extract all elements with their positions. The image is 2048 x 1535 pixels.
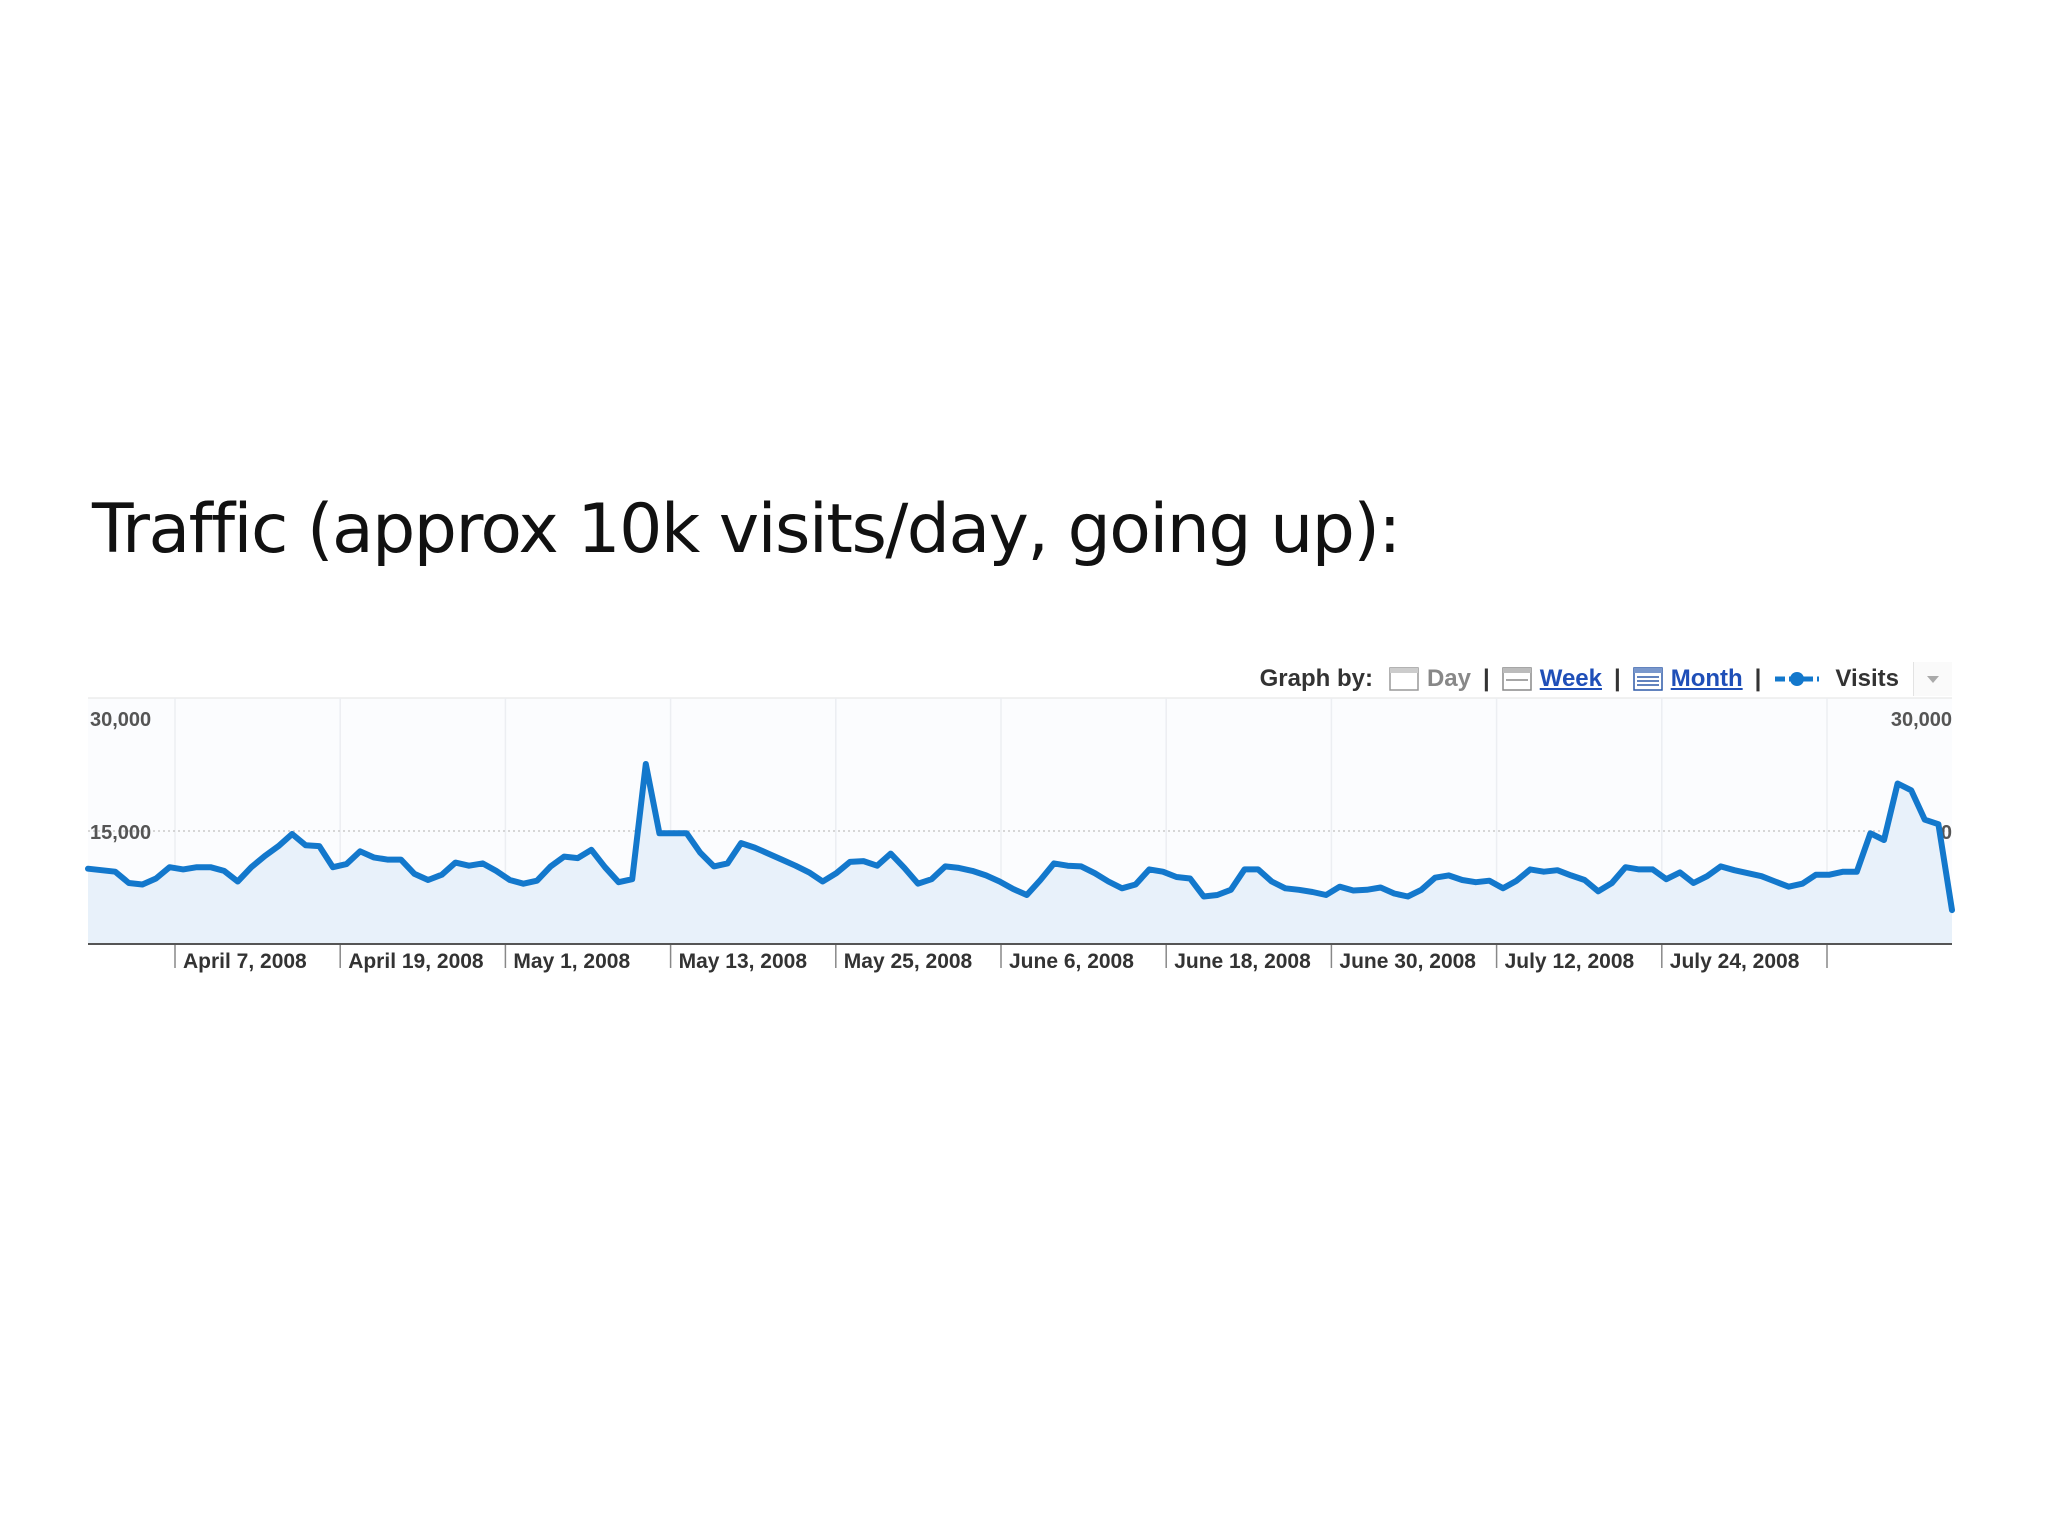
graph-by-month-option[interactable]: Month — [1632, 665, 1743, 693]
x-tick-label: July 12, 2008 — [1505, 950, 1635, 973]
calendar-week-icon — [1501, 667, 1532, 691]
separator: | — [1613, 665, 1621, 692]
separator: | — [1754, 665, 1762, 692]
y-tick-label-right: 30,000 — [1891, 709, 1952, 731]
x-tick-label: June 30, 2008 — [1339, 950, 1476, 973]
graph-by-week-option[interactable]: Week — [1501, 665, 1602, 693]
graph-by-day-option[interactable]: Day — [1389, 665, 1471, 693]
visits-area — [88, 764, 1952, 944]
graph-toolbar: Graph by: Day | Week | Month | Visits — [1260, 662, 1952, 696]
x-tick-label: April 19, 2008 — [348, 950, 484, 973]
x-tick-label: June 18, 2008 — [1174, 950, 1311, 973]
x-tick-label: May 13, 2008 — [679, 950, 808, 973]
visits-legend-swatch-icon — [1775, 672, 1820, 686]
x-tick-label: July 24, 2008 — [1670, 950, 1800, 973]
week-link[interactable]: Week — [1539, 665, 1602, 692]
slide-title: Traffic (approx 10k visits/day, going up… — [92, 490, 1401, 569]
graph-by-label: Graph by: — [1259, 665, 1373, 692]
calendar-day-icon — [1389, 667, 1419, 691]
metric-dropdown-chevron-down-icon[interactable] — [1913, 662, 1952, 696]
separator: | — [1483, 665, 1490, 692]
x-tick-label: May 25, 2008 — [844, 950, 973, 973]
calendar-month-icon — [1632, 667, 1663, 691]
y-tick-label-left: 30,000 — [90, 709, 151, 731]
x-tick-label: May 1, 2008 — [513, 950, 630, 973]
visits-series-line — [85, 761, 1955, 914]
metric-label: Visits — [1835, 665, 1899, 692]
y-tick-label-left: 15,000 — [90, 822, 151, 844]
day-label: Day — [1426, 665, 1471, 692]
x-tick-label: June 6, 2008 — [1009, 950, 1134, 973]
x-tick-label: April 7, 2008 — [183, 950, 307, 973]
month-link[interactable]: Month — [1670, 665, 1743, 692]
